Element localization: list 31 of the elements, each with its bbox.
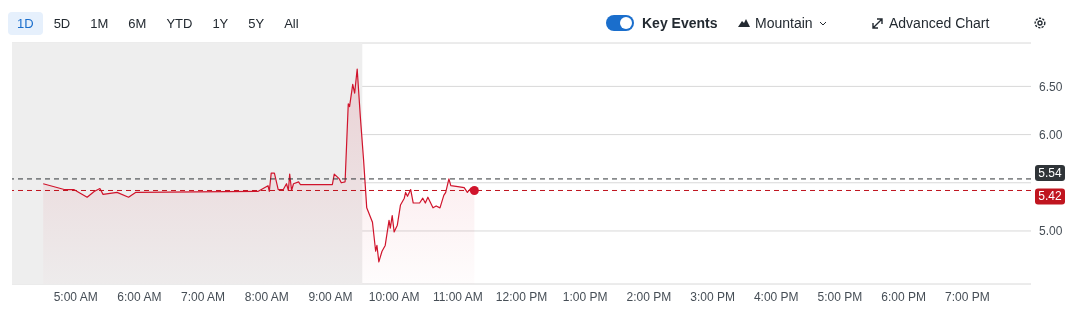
- x-tick-label: 2:00 PM: [626, 289, 672, 304]
- y-tick-label: 5.00: [1039, 224, 1063, 239]
- x-tick-label: 6:00 AM: [117, 289, 162, 304]
- text: 1M: [89, 14, 110, 33]
- text: YTD: [165, 14, 194, 33]
- ref-line-label: 5.54: [1038, 165, 1062, 180]
- text: Key Events: [642, 15, 718, 31]
- x-tick-label: 7:00 PM: [944, 289, 990, 304]
- text: 6M: [127, 14, 148, 33]
- text: 1Y: [211, 14, 230, 33]
- x-tick-label: 8:00 AM: [244, 289, 289, 304]
- x-tick-label: 9:00 AM: [308, 289, 353, 304]
- x-tick-label: 12:00 PM: [495, 289, 548, 304]
- x-tick-label: 7:00 AM: [181, 289, 226, 304]
- x-tick-label: 10:00 AM: [368, 289, 420, 304]
- x-tick-label: 4:00 PM: [753, 289, 799, 304]
- x-tick-label: 3:00 PM: [690, 289, 735, 304]
- text: Mountain: [755, 15, 813, 31]
- text: 1D: [8, 11, 43, 35]
- text: 5Y: [247, 14, 266, 33]
- x-tick-label: 6:00 PM: [881, 289, 926, 304]
- text: 5D: [52, 14, 72, 33]
- x-tick-label: 5:00 PM: [817, 289, 863, 304]
- text: All: [283, 14, 300, 33]
- y-tick-label: 6.50: [1039, 79, 1063, 94]
- x-tick-label: 5:00 AM: [53, 289, 98, 304]
- x-tick-label: 11:00 AM: [432, 289, 483, 304]
- y-tick-label: 6.00: [1039, 127, 1063, 142]
- ref-line-label: 5.42: [1038, 189, 1062, 204]
- text: Advanced Chart: [889, 15, 990, 31]
- x-tick-label: 1:00 PM: [562, 289, 608, 304]
